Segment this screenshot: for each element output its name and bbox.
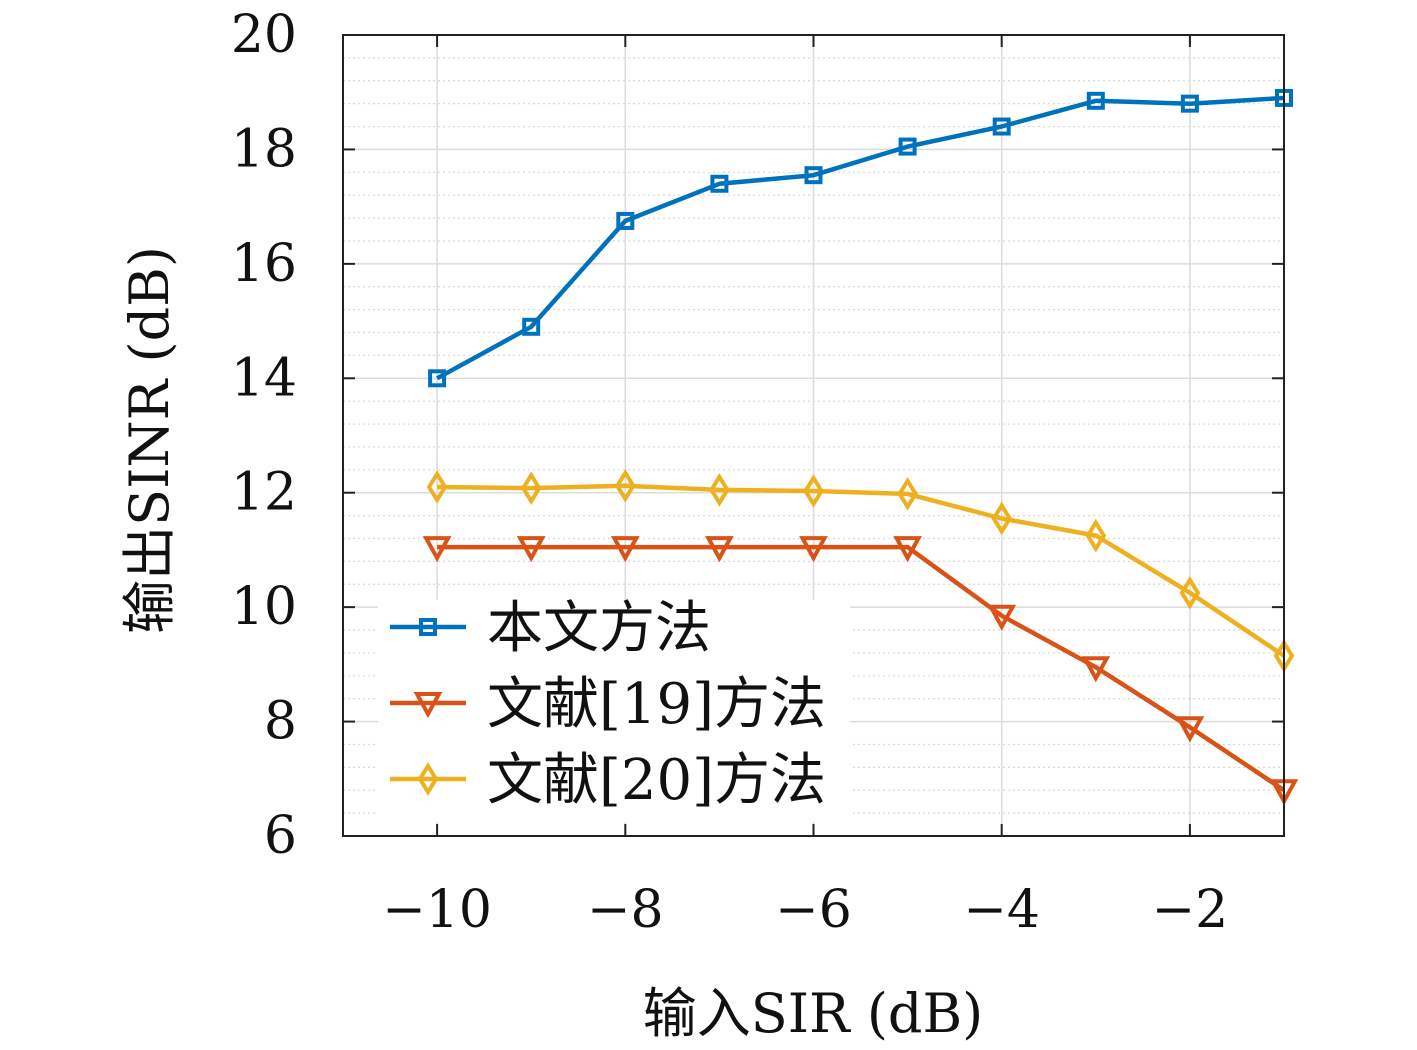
y-tick-label: 20 [231, 5, 297, 65]
series-line [436, 95, 1285, 381]
legend-entry: 文献[19]方法 [390, 672, 826, 737]
data-point [799, 536, 828, 563]
data-point [992, 117, 1011, 136]
x-axis-label: 输入SIR (dB) [643, 982, 984, 1045]
legend-marker [419, 618, 437, 636]
data-point [614, 469, 636, 503]
legend-entry: 本文方法 [390, 596, 711, 661]
legend-label: 本文方法 [487, 596, 711, 661]
data-point [610, 536, 640, 563]
legend-marker [413, 692, 443, 719]
data-point [1085, 518, 1107, 553]
series-line [437, 544, 1286, 793]
data-point [1179, 576, 1201, 610]
legend-entry: 文献[20]方法 [390, 748, 826, 813]
data-point [803, 474, 824, 508]
data-point [426, 470, 448, 504]
tick-labels: 6 8 10 12 14 16 18 20 −10 −8 −6 −4 −2 [231, 5, 1284, 940]
data-point [709, 473, 730, 507]
y-axis-label: 输出SINR (dB) [118, 246, 181, 634]
legend-marker [417, 762, 439, 796]
y-tick-label: 8 [264, 692, 297, 752]
legend-label: 文献[19]方法 [487, 672, 826, 737]
data-point [522, 317, 541, 336]
data-point [1180, 94, 1199, 113]
y-tick-label: 14 [231, 348, 297, 408]
x-tick-label: −2 [1152, 880, 1229, 940]
x-tick-label: −10 [382, 880, 492, 940]
series-1 [428, 88, 1293, 388]
data-point [804, 166, 823, 185]
data-point [898, 137, 917, 156]
legend-box [378, 600, 850, 822]
x-tick-label: −8 [587, 880, 664, 940]
data-point [1086, 91, 1105, 110]
y-tick-label: 16 [231, 234, 297, 294]
y-tick-label: 6 [264, 806, 297, 866]
legend-label: 文献[20]方法 [487, 748, 826, 813]
series-2 [422, 536, 1299, 806]
data-point [516, 536, 546, 563]
y-tick-label: 12 [231, 463, 297, 523]
data-point [987, 604, 1017, 631]
data-point [897, 477, 918, 511]
data-point [428, 369, 447, 388]
data-point [616, 211, 635, 230]
data-point [422, 536, 452, 563]
data-point [520, 471, 542, 505]
series-line [437, 483, 1286, 658]
data-point [1081, 656, 1111, 683]
x-tick-label: −6 [775, 880, 852, 940]
y-tick-label: 10 [231, 577, 297, 637]
x-tick-label: −4 [963, 880, 1040, 940]
data-point [991, 501, 1013, 536]
series-layer [422, 88, 1299, 806]
data-point [893, 536, 922, 563]
y-tick-label: 18 [231, 119, 297, 179]
data-point [710, 174, 729, 193]
data-point [705, 536, 734, 563]
data-point [1175, 716, 1205, 743]
series-3 [426, 469, 1295, 673]
